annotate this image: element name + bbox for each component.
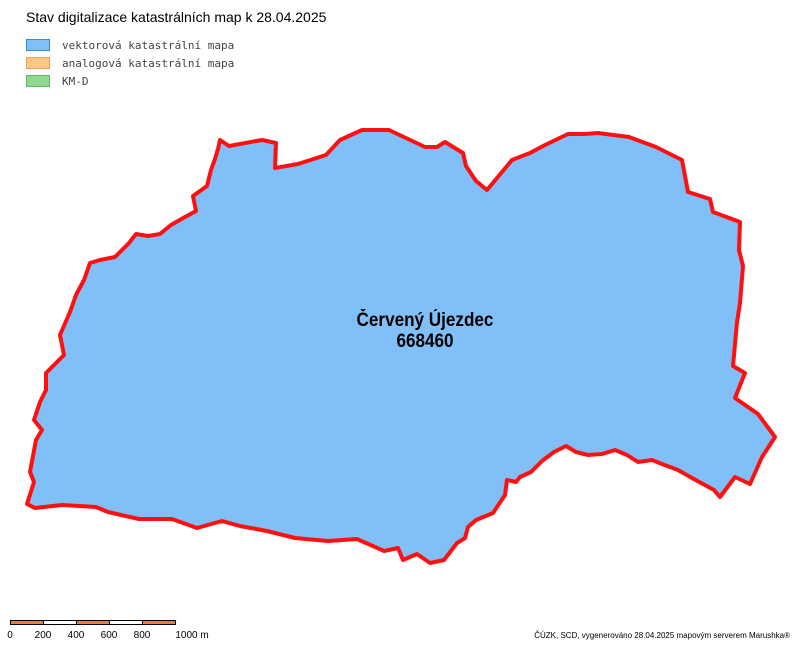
legend-item-analog: analogová katastrální mapa [26,54,234,72]
region-name: Červený Újezdec [356,310,494,331]
legend-label-vector: vektorová katastrální mapa [62,38,235,52]
scale-tick-label: 0 [7,630,13,641]
scale-tick-label: 600 [100,630,118,641]
legend-swatch-vector [26,39,50,51]
scale-tick-label: 200 [34,630,52,641]
scale-tick-label: 1000 m [175,630,209,641]
scale-segment [76,620,110,625]
region-code: 668460 [396,331,454,352]
scale-segment [10,620,44,625]
legend-swatch-analog [26,57,50,69]
map-title: Stav digitalizace katastrálních map k 28… [26,9,327,25]
legend-label-kmd: KM-D [62,74,89,88]
scale-tick-label: 800 [133,630,151,641]
map-legend: vektorová katastrální mapa analogová kat… [26,36,234,90]
credit-text: ČÚZK, SCD, vygenerováno 28.04.2025 mapov… [534,631,790,640]
legend-item-vector: vektorová katastrální mapa [26,36,234,54]
scale-tick-label: 400 [67,630,85,641]
region-label: Červený Újezdec 668460 [313,310,538,352]
legend-item-kmd: KM-D [26,72,234,90]
cadastral-area-polygon[interactable] [25,128,777,565]
scale-segment [43,620,77,625]
scale-segment [142,620,176,625]
legend-label-analog: analogová katastrální mapa [62,56,235,70]
scale-segment [109,620,143,625]
legend-swatch-kmd [26,75,50,87]
